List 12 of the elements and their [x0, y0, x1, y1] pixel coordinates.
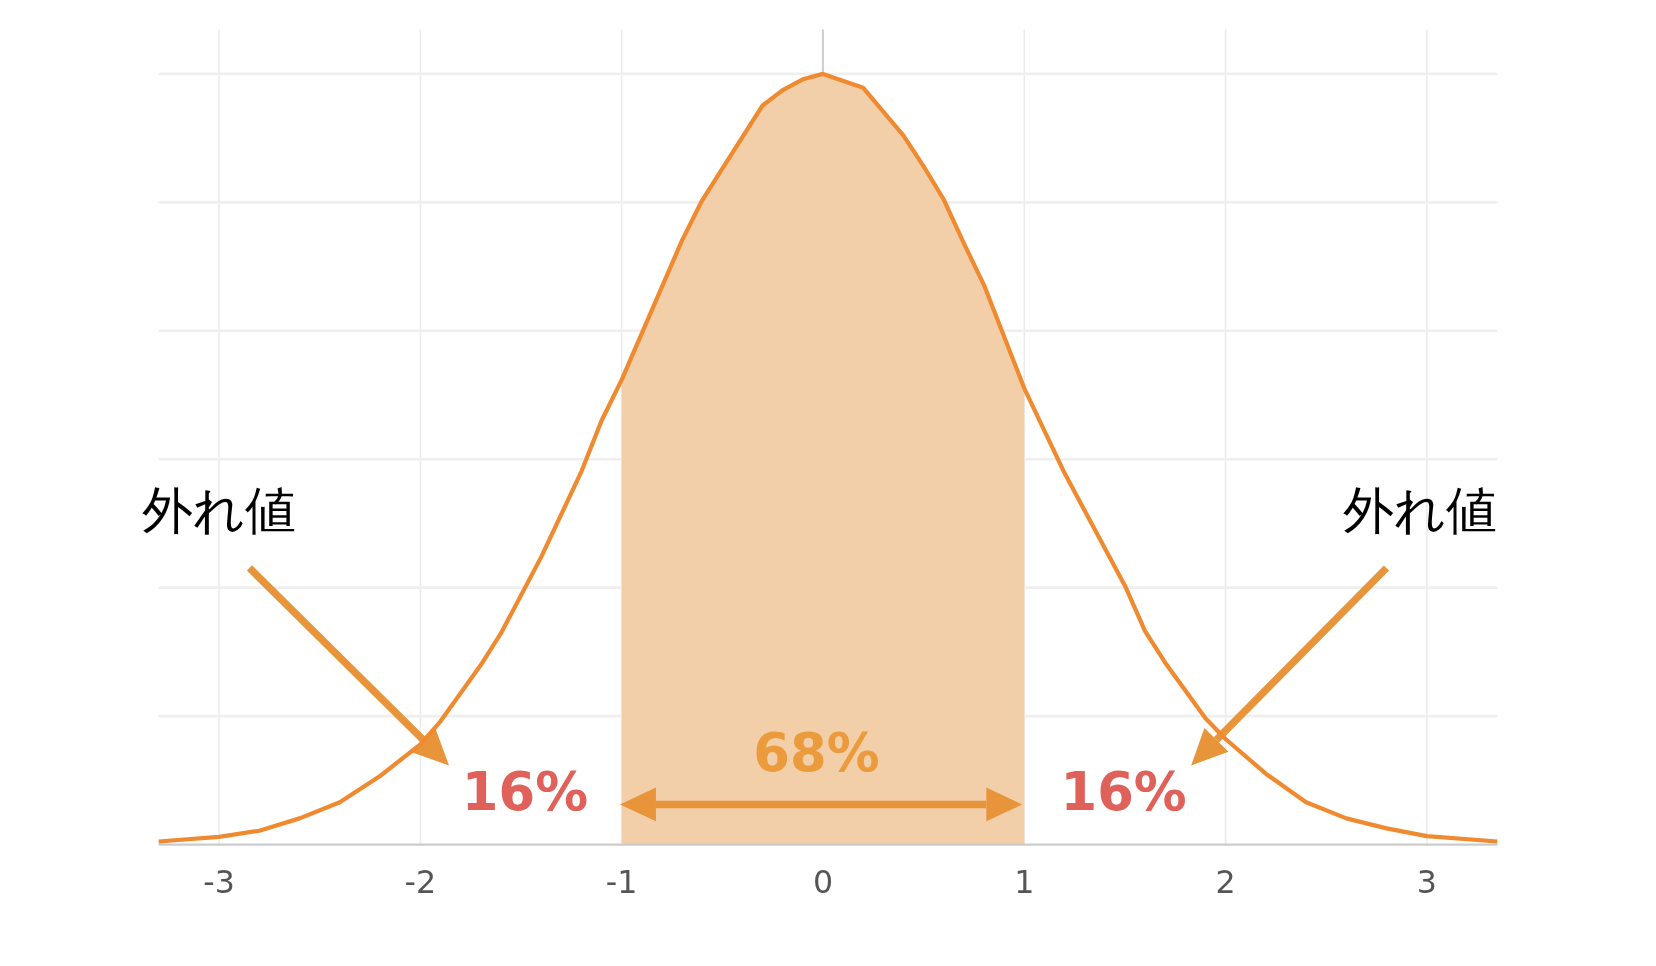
annotation: 16% — [461, 760, 589, 822]
x-tick-label: -1 — [605, 864, 638, 901]
x-tick-label: 2 — [1215, 864, 1236, 901]
x-tick-label: -2 — [404, 864, 437, 901]
x-tick-label: -3 — [203, 864, 235, 901]
annotation: 16% — [1060, 760, 1187, 822]
x-tick-label: 1 — [1014, 864, 1035, 901]
annotation: 外れ値 — [1343, 480, 1498, 540]
annotation: 外れ値 — [141, 480, 296, 540]
x-tick-label: 3 — [1416, 864, 1437, 901]
x-tick-label: 0 — [812, 864, 834, 901]
annotation: 68% — [753, 721, 880, 783]
